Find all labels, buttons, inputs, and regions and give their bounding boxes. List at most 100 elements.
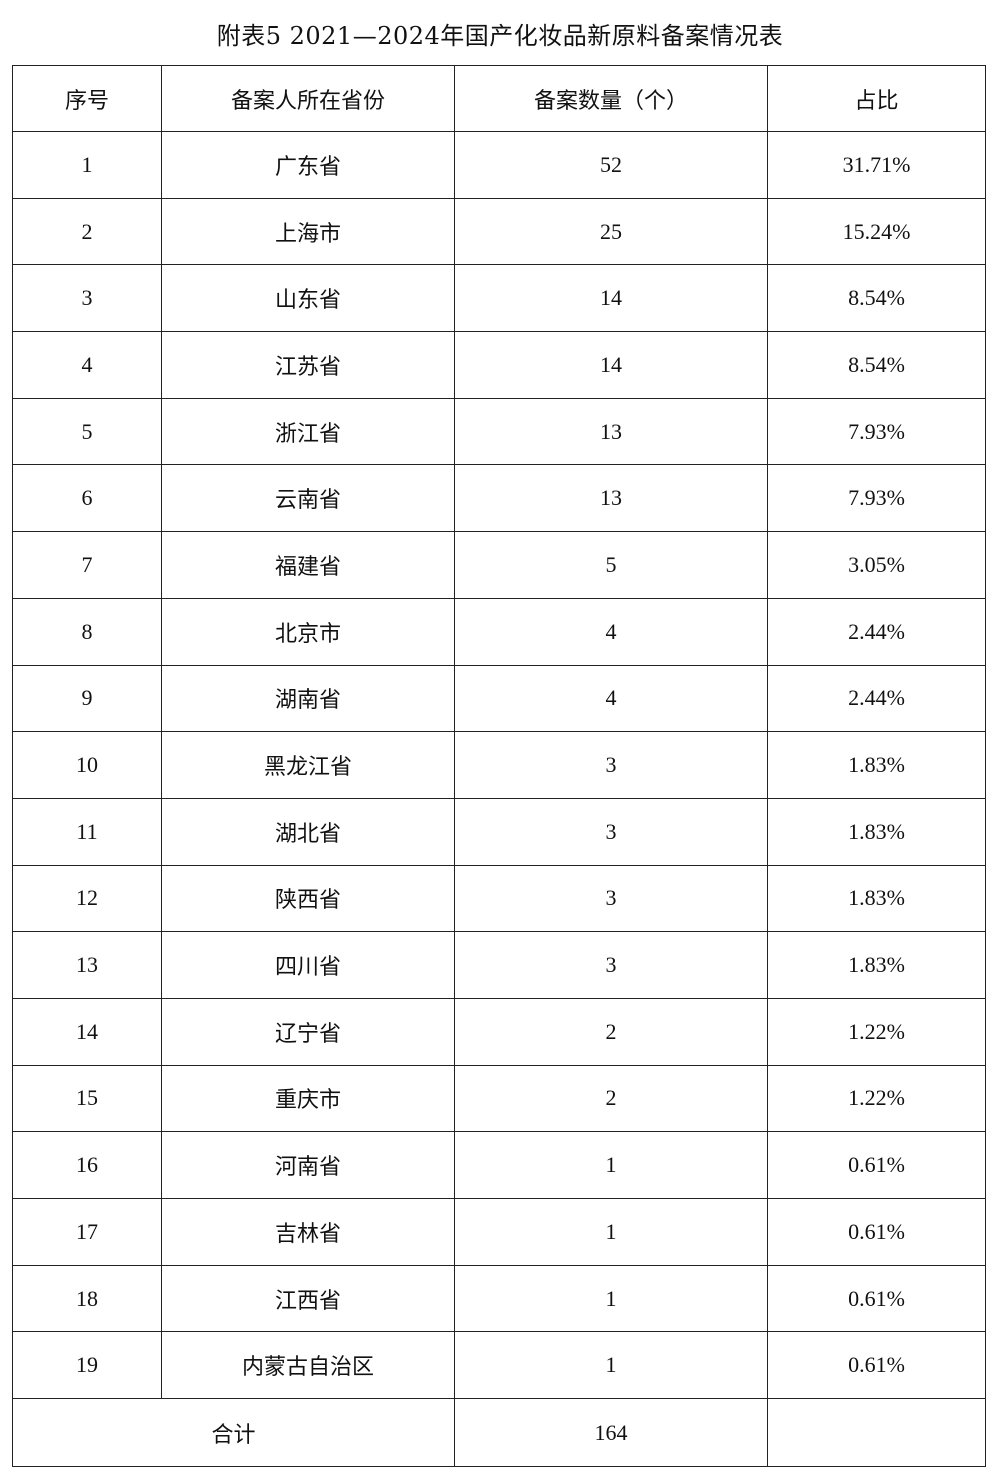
cell-province: 四川省 [161,931,455,999]
cell-index: 3 [12,264,162,333]
cell-count: 1 [454,1131,768,1199]
cell-share: 1.22% [767,1064,986,1133]
cell-province: 浙江省 [161,397,455,466]
cell-count: 14 [454,264,768,333]
table-title: 附表5 2021—2024年国产化妆品新原料备案情况表 [216,22,784,50]
cell-index: 4 [12,331,162,399]
cell-province: 湖南省 [161,664,455,733]
total-row: 合计 164 [12,1398,986,1468]
table-row: 4 江苏省 14 8.54% [12,331,986,399]
cell-share: 7.93% [767,464,986,533]
table-row: 6 云南省 13 7.93% [12,464,986,533]
cell-share: 2.44% [767,597,986,666]
cell-index: 5 [12,397,162,466]
cell-share: 8.54% [767,264,986,333]
table-row: 8 北京市 4 2.44% [12,597,986,666]
cell-province: 江西省 [161,1264,455,1333]
cell-count: 1 [454,1331,768,1400]
header-row: 序号 备案人所在省份 备案数量（个） 占比 [12,65,986,132]
cell-share: 1.83% [767,731,986,799]
header-province: 备案人所在省份 [161,65,455,132]
cell-index: 8 [12,597,162,666]
cell-count: 3 [454,731,768,799]
cell-province: 陕西省 [161,864,455,933]
cell-index: 1 [12,131,162,199]
table-row: 12 陕西省 3 1.83% [12,864,986,933]
cell-province: 福建省 [161,531,455,599]
table-row: 19 内蒙古自治区 1 0.61% [12,1331,986,1400]
cell-share: 15.24% [767,197,986,266]
cell-index: 13 [12,931,162,999]
cell-province: 内蒙古自治区 [161,1331,455,1400]
cell-count: 2 [454,1064,768,1133]
cell-province: 吉林省 [161,1198,455,1266]
table-row: 11 湖北省 3 1.83% [12,797,986,866]
cell-count: 4 [454,664,768,733]
cell-share: 0.61% [767,1264,986,1333]
cell-count: 3 [454,797,768,866]
cell-count: 3 [454,864,768,933]
table-row: 2 上海市 25 15.24% [12,197,986,266]
cell-index: 9 [12,664,162,733]
cell-index: 7 [12,531,162,599]
cell-province: 湖北省 [161,797,455,866]
cell-index: 6 [12,464,162,533]
header-index: 序号 [12,65,162,132]
cell-share: 1.83% [767,797,986,866]
cell-share: 1.83% [767,931,986,999]
cell-province: 重庆市 [161,1064,455,1133]
table-row: 9 湖南省 4 2.44% [12,664,986,733]
cell-province: 广东省 [161,131,455,199]
cell-count: 13 [454,464,768,533]
cell-share: 1.83% [767,864,986,933]
cell-share: 0.61% [767,1331,986,1400]
table-row: 3 山东省 14 8.54% [12,264,986,333]
cell-count: 4 [454,597,768,666]
header-share: 占比 [767,65,986,132]
table-row: 13 四川省 3 1.83% [12,931,986,999]
cell-share: 0.61% [767,1131,986,1199]
table-row: 15 重庆市 2 1.22% [12,1064,986,1133]
cell-count: 14 [454,331,768,399]
cell-share: 31.71% [767,131,986,199]
filing-table: 序号 备案人所在省份 备案数量（个） 占比 1 广东省 52 31.71% 2 上海市 25… [12,65,986,1468]
total-share [767,1398,986,1468]
cell-share: 8.54% [767,331,986,399]
cell-count: 3 [454,931,768,999]
cell-count: 13 [454,397,768,466]
cell-index: 11 [12,797,162,866]
header-count: 备案数量（个） [454,65,768,132]
cell-share: 3.05% [767,531,986,599]
cell-province: 河南省 [161,1131,455,1199]
cell-province: 北京市 [161,597,455,666]
cell-count: 25 [454,197,768,266]
total-count: 164 [454,1398,768,1468]
cell-province: 辽宁省 [161,997,455,1066]
cell-province: 云南省 [161,464,455,533]
cell-count: 5 [454,531,768,599]
cell-share: 7.93% [767,397,986,466]
table-row: 17 吉林省 1 0.61% [12,1198,986,1266]
table-row: 1 广东省 52 31.71% [12,131,986,199]
table-row: 18 江西省 1 0.61% [12,1264,986,1333]
cell-share: 2.44% [767,664,986,733]
cell-index: 19 [12,1331,162,1400]
cell-index: 16 [12,1131,162,1199]
cell-province: 江苏省 [161,331,455,399]
table-row: 14 辽宁省 2 1.22% [12,997,986,1066]
cell-share: 0.61% [767,1198,986,1266]
table-row: 10 黑龙江省 3 1.83% [12,731,986,799]
cell-province: 黑龙江省 [161,731,455,799]
table-row: 5 浙江省 13 7.93% [12,397,986,466]
cell-province: 山东省 [161,264,455,333]
table-row: 7 福建省 5 3.05% [12,531,986,599]
cell-count: 1 [454,1264,768,1333]
cell-index: 2 [12,197,162,266]
total-label: 合计 [12,1398,455,1468]
cell-province: 上海市 [161,197,455,266]
cell-index: 12 [12,864,162,933]
cell-index: 10 [12,731,162,799]
cell-count: 52 [454,131,768,199]
cell-count: 2 [454,997,768,1066]
cell-index: 14 [12,997,162,1066]
